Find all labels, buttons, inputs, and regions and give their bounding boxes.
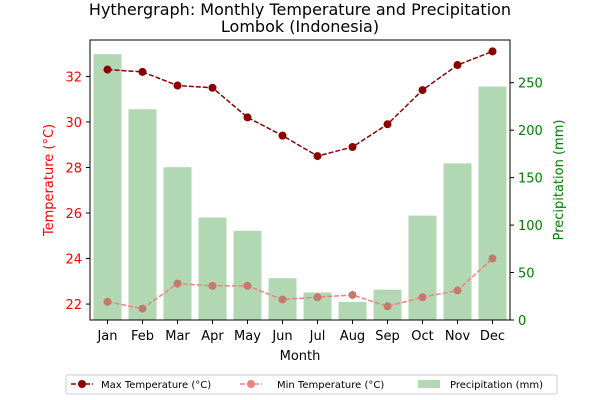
- legend-min-marker-icon: [247, 380, 255, 388]
- precip-bar-mar: [163, 167, 192, 320]
- temp-tick-label: 22: [65, 298, 82, 313]
- precip-bar-feb: [128, 109, 157, 320]
- legend: Max Temperature (°C) Min Temperature (°C…: [65, 374, 558, 395]
- x-tick-label: Nov: [445, 329, 471, 344]
- x-tick-label: Mar: [165, 329, 190, 344]
- x-tick-label: Apr: [201, 329, 224, 344]
- min-temp-point-aug: [348, 290, 357, 299]
- precipitation-bars: [93, 54, 507, 320]
- precip-tick-label: 0: [518, 314, 526, 329]
- x-axis-ticks: Jan Feb Mar Apr May Jun Jul Aug Sep Oct Nov Dec: [96, 320, 505, 344]
- legend-precip-swatch-icon: [418, 380, 440, 388]
- precip-tick-label: 200: [518, 124, 543, 139]
- min-temp-point-may: [243, 281, 252, 290]
- max-temp-point-jan: [103, 65, 112, 74]
- max-temp-point-jun: [278, 131, 287, 140]
- precip-tick-label: 100: [518, 219, 543, 234]
- min-temp-point-jul: [313, 293, 322, 302]
- precip-bar-apr: [198, 217, 227, 320]
- x-tick-label: Feb: [131, 329, 154, 344]
- min-temp-point-jun: [278, 295, 287, 304]
- precip-tick-label: 50: [518, 267, 535, 282]
- max-temp-point-nov: [453, 61, 462, 70]
- x-tick-label: Aug: [340, 329, 365, 344]
- legend-max-label: Max Temperature (°C): [101, 380, 211, 391]
- x-tick-label: May: [234, 329, 261, 344]
- temperature-axis-label: Temperature (°C): [42, 124, 57, 237]
- min-temp-point-jan: [103, 297, 112, 306]
- max-temp-point-dec: [488, 47, 497, 56]
- chart-title-line2: Lombok (Indonesia): [221, 17, 379, 36]
- precipitation-axis-ticks: 0 50 100 150 200 250: [510, 77, 543, 329]
- legend-precip-label: Precipitation (mm): [450, 380, 543, 391]
- max-temp-point-aug: [348, 142, 357, 151]
- min-temp-line: [107, 257, 494, 310]
- legend-min-label: Min Temperature (°C): [277, 380, 384, 391]
- precip-bar-may: [233, 230, 262, 320]
- min-temperature-series: [103, 254, 497, 313]
- min-temp-point-apr: [208, 281, 217, 290]
- plot-frame: [89, 39, 511, 321]
- precip-bar-jan: [93, 54, 122, 320]
- temperature-axis-ticks: 22 24 26 28 30 32: [65, 70, 90, 313]
- precipitation-axis-label: Precipitation (mm): [552, 120, 567, 241]
- x-tick-label: Oct: [411, 329, 433, 344]
- min-temp-point-sep: [383, 302, 392, 311]
- temp-tick-label: 26: [65, 207, 82, 222]
- x-tick-label: Dec: [480, 329, 505, 344]
- min-temp-point-oct: [418, 293, 427, 302]
- legend-frame: [65, 374, 558, 395]
- precip-tick-label: 150: [518, 172, 543, 187]
- max-temp-point-jul: [313, 152, 322, 161]
- temp-tick-label: 32: [65, 70, 82, 85]
- min-temp-point-nov: [453, 286, 462, 295]
- x-tick-label: Sep: [375, 329, 400, 344]
- precip-bar-dec: [478, 86, 507, 320]
- min-temp-point-feb: [138, 304, 147, 313]
- max-temp-point-may: [243, 113, 252, 122]
- max-temp-point-oct: [418, 86, 427, 95]
- legend-max-marker-icon: [78, 380, 86, 388]
- max-temp-line: [107, 50, 493, 157]
- temp-tick-label: 30: [65, 116, 82, 131]
- max-temp-point-mar: [173, 81, 182, 90]
- max-temp-point-sep: [383, 120, 392, 129]
- x-tick-label: Jan: [96, 329, 117, 344]
- min-temp-point-dec: [488, 254, 497, 263]
- temp-tick-label: 28: [65, 161, 82, 176]
- max-temp-point-apr: [208, 83, 217, 92]
- precip-bar-oct: [408, 215, 437, 320]
- x-tick-label: Jul: [309, 329, 326, 344]
- precip-tick-label: 250: [518, 77, 543, 92]
- chart-title-line1: Hythergraph: Monthly Temperature and Pre…: [89, 0, 511, 19]
- max-temperature-series: [103, 47, 497, 161]
- min-temp-point-mar: [173, 279, 182, 288]
- precip-bar-nov: [443, 163, 472, 320]
- precip-bar-aug: [338, 301, 367, 320]
- temp-tick-label: 24: [65, 253, 82, 268]
- max-temp-point-feb: [138, 67, 147, 76]
- x-axis-label: Month: [280, 349, 321, 364]
- x-tick-label: Jun: [271, 329, 292, 344]
